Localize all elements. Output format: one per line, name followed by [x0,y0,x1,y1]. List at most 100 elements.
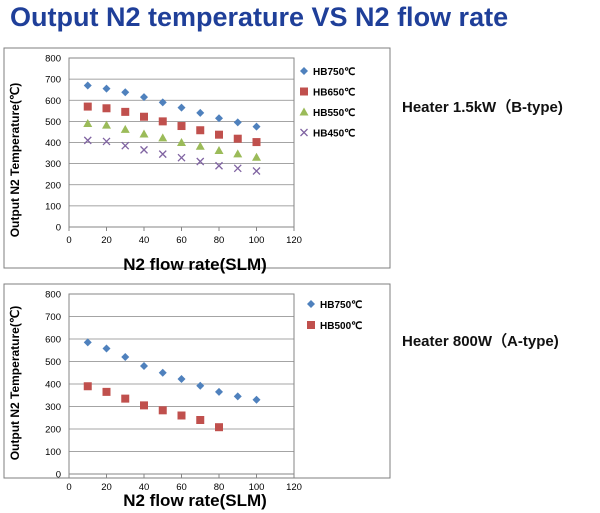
data-point [140,145,148,154]
data-point [233,134,242,143]
chart-frame [3,283,391,479]
legend-marker [300,128,308,137]
x-tick-label: 80 [214,235,225,246]
data-point [252,138,261,147]
y-tick-label: 100 [45,201,61,212]
y-tick-label: 0 [56,223,61,234]
x-tick-label: 60 [176,235,187,246]
data-point [120,124,130,133]
chart-2: 0 100 200 300 400 500 600 700 800 0 20 40 60 80 100 120… [3,283,391,510]
data-point [158,98,167,107]
y-tick-label: 100 [45,447,61,458]
y-tick-label: 200 [45,425,61,436]
data-point [195,141,205,150]
legend-marker [307,300,315,308]
x-tick-label: 100 [249,482,265,493]
data-point [83,382,92,391]
y-axis-label: Output N2 Temperature(℃) [8,306,22,461]
chart-2-heater-note: Heater 800W（A-type) [402,333,559,350]
data-point [121,88,130,97]
data-point [102,137,111,146]
y-tick-label: 600 [45,335,61,346]
data-point [215,130,223,139]
data-point [215,114,223,123]
series-2 [83,102,261,147]
data-point [158,133,168,142]
legend-marker [299,107,309,116]
x-tick-label: 60 [176,482,187,493]
x-tick-label: 120 [286,482,302,493]
y-tick-label: 200 [45,180,61,191]
y-tick-label: 500 [45,357,61,368]
data-point [158,117,167,126]
x-tick-label: 0 [66,235,71,246]
data-point [233,392,242,401]
data-point [102,344,111,353]
series-1 [83,81,261,131]
y-tick-label: 700 [45,75,61,86]
x-tick-label: 100 [249,235,265,246]
data-point [252,152,261,161]
data-point [177,411,186,420]
x-tick-label: 20 [101,235,112,246]
data-point [215,161,223,170]
y-tick-label: 0 [56,470,61,481]
data-point [102,387,111,396]
data-point [233,164,242,173]
data-point [177,138,186,146]
data-point [83,102,92,111]
data-point [214,146,224,155]
x-tick-label: 0 [66,482,71,493]
y-tick-label: 700 [45,312,61,323]
y-tick-label: 800 [45,54,61,65]
data-point [196,416,205,424]
data-point [177,103,186,112]
legend-label: HB500℃ [320,321,362,332]
legend-marker [300,67,308,75]
data-point [102,120,111,129]
legend-label: HB450℃ [313,129,355,140]
data-point [158,368,167,377]
legend-marker [300,87,308,96]
data-point [83,338,92,347]
legend-label: HB750℃ [313,67,355,78]
x-tick-label: 40 [139,482,150,493]
chart-1: 0 100 200 300 400 500 600 700 800 0 20 40 60 80 100 120… [3,47,391,274]
series-3 [83,118,261,161]
data-point [233,149,243,158]
data-point [196,126,205,135]
y-tick-label: 400 [45,138,61,149]
data-point [177,375,186,384]
data-point [83,118,93,127]
series-2 [83,382,223,432]
x-tick-label: 40 [139,235,150,246]
data-point [252,122,261,131]
data-point [252,395,261,404]
data-point [196,157,205,166]
x-tick-label: 20 [101,482,112,493]
data-point [140,362,148,370]
legend-label: HB650℃ [313,88,355,99]
x-axis-label: N2 flow rate(SLM) [123,491,267,510]
data-point [121,353,130,361]
x-tick-label: 120 [286,235,302,246]
data-point [196,381,205,390]
data-point [102,84,111,93]
data-point [233,118,242,127]
data-point [121,141,130,150]
data-point [177,122,186,131]
data-point [121,394,130,403]
data-point [102,104,111,113]
page-title: Output N2 temperature VS N2 flow rate [10,2,509,32]
chart-1-heater-note: Heater 1.5kW（B-type) [402,99,563,116]
data-point [215,423,223,432]
data-point [177,153,186,162]
legend-label: HB550℃ [313,108,355,119]
data-point [158,406,167,415]
data-point [252,167,261,175]
data-point [121,107,130,116]
data-point [139,129,149,138]
y-tick-label: 800 [45,290,61,301]
legend-label: HB750℃ [320,300,362,311]
data-point [140,93,148,102]
